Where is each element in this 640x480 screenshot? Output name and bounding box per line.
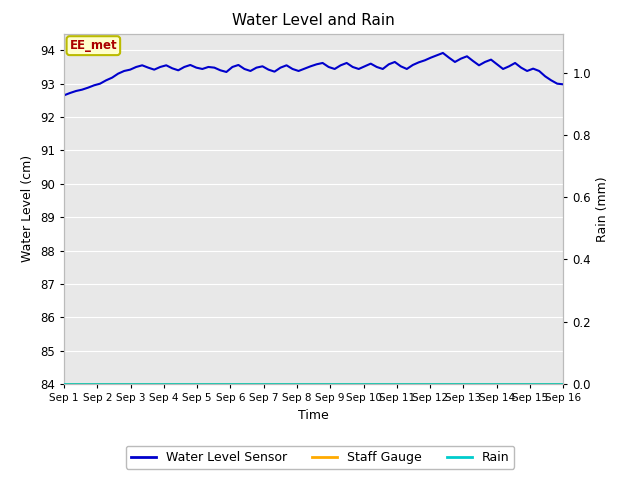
- Title: Water Level and Rain: Water Level and Rain: [232, 13, 395, 28]
- Text: EE_met: EE_met: [70, 39, 117, 52]
- Y-axis label: Water Level (cm): Water Level (cm): [21, 155, 35, 263]
- X-axis label: Time: Time: [298, 408, 329, 421]
- Legend: Water Level Sensor, Staff Gauge, Rain: Water Level Sensor, Staff Gauge, Rain: [125, 446, 515, 469]
- Y-axis label: Rain (mm): Rain (mm): [596, 176, 609, 241]
